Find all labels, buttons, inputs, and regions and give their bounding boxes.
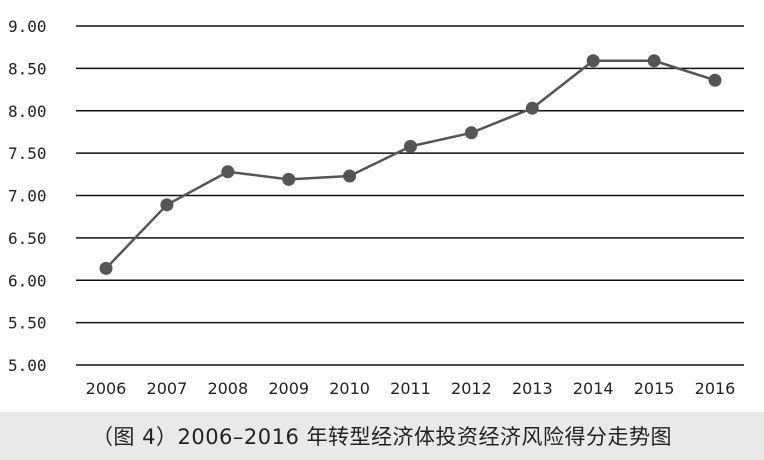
y-tick-label: 7.50 xyxy=(8,144,47,163)
y-tick-label: 9.00 xyxy=(8,17,47,36)
y-tick-label: 5.50 xyxy=(8,314,47,333)
x-axis-ticks: 2006 2007 2008 2009 2010 2011 2012 2013 2014 2015… xyxy=(86,379,736,398)
x-tick-label: 2013 xyxy=(512,379,553,398)
figure-caption: （图 4）2006–2016 年转型经济体投资经济风险得分走势图 xyxy=(91,425,673,449)
data-point-2007 xyxy=(160,198,174,212)
data-point-2013 xyxy=(525,101,539,115)
data-point-2006 xyxy=(99,261,113,275)
caption-bar: （图 4）2006–2016 年转型经济体投资经济风险得分走势图 xyxy=(0,412,764,460)
y-tick-label: 6.50 xyxy=(8,229,47,248)
x-tick-label: 2009 xyxy=(268,379,309,398)
y-tick-label: 8.00 xyxy=(8,102,47,121)
x-tick-label: 2012 xyxy=(451,379,492,398)
data-point-2015 xyxy=(647,54,661,68)
series-layer xyxy=(99,54,722,275)
data-point-2009 xyxy=(282,172,296,186)
chart-area: 9.00 8.50 8.00 7.50 7.00 6.50 6.00 5.50 5.00 200… xyxy=(8,17,744,398)
x-tick-label: 2010 xyxy=(329,379,370,398)
y-axis-ticks: 9.00 8.50 8.00 7.50 7.00 6.50 6.00 5.50 5.00 xyxy=(8,17,47,375)
data-point-2016 xyxy=(708,73,722,87)
x-tick-label: 2006 xyxy=(86,379,127,398)
x-tick-label: 2014 xyxy=(573,379,614,398)
x-tick-label: 2008 xyxy=(207,379,248,398)
data-point-2012 xyxy=(464,126,478,140)
y-tick-label: 7.00 xyxy=(8,187,47,206)
x-tick-label: 2011 xyxy=(390,379,431,398)
gridlines xyxy=(76,25,744,366)
data-point-2010 xyxy=(343,169,357,183)
data-point-2014 xyxy=(586,54,600,68)
data-point-2008 xyxy=(221,165,235,179)
y-tick-label: 8.50 xyxy=(8,59,47,78)
x-tick-label: 2007 xyxy=(147,379,188,398)
x-tick-label: 2016 xyxy=(695,379,736,398)
y-tick-label: 5.00 xyxy=(8,356,47,375)
y-tick-label: 6.00 xyxy=(8,271,47,290)
line-chart: 9.00 8.50 8.00 7.50 7.00 6.50 6.00 5.50 5.00 200… xyxy=(8,17,744,398)
data-point-2011 xyxy=(404,139,417,153)
x-tick-label: 2015 xyxy=(634,379,675,398)
